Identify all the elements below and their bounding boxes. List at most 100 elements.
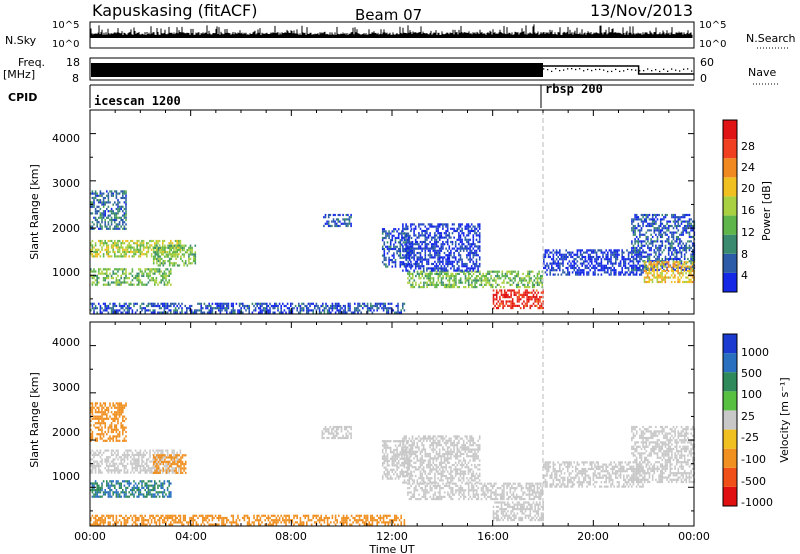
power-cell [422,265,425,268]
power-cell [427,234,430,237]
power-cell [394,228,397,231]
power-cell [624,262,627,265]
power-cell [683,267,686,270]
power-cell [429,277,432,280]
power-cell [381,254,384,257]
power-cell [437,229,439,233]
power-cell [453,247,455,250]
vel-cell [146,460,148,463]
power-cell [589,269,591,272]
power-cell [686,261,689,264]
power-cell [419,240,422,244]
power-cell [218,307,220,310]
power-cell [424,251,427,255]
power-cell [144,253,146,256]
power-cell [559,266,561,270]
power-cell [394,236,397,240]
power-cell [154,244,156,247]
power-cell [562,264,564,267]
power-cell [677,222,680,225]
nsky-tick-top: 10^5 [52,20,79,31]
power-cell [302,307,305,310]
power-cell [531,291,533,294]
power-cell [123,196,126,200]
power-cell [618,253,620,256]
power-cell [488,279,491,282]
power-cell [538,281,540,284]
power-cell [565,249,567,252]
power-cell [386,252,389,255]
power-cell [414,234,417,237]
power-cell [650,242,652,245]
power-cell [134,248,137,251]
power-cell [426,245,428,248]
power-cell [134,242,137,245]
power-cell [91,201,94,204]
power-cell [510,304,512,307]
power-cell [615,258,617,261]
vel-cell [134,464,137,468]
power-cell [178,302,180,305]
power-cell [523,293,525,296]
vel-cell [112,453,114,457]
vel-cell [114,462,116,465]
power-cell [602,264,604,267]
power-cell [571,251,574,254]
power-cell [122,196,124,200]
power-cell [557,262,559,265]
power-cell [635,249,638,252]
power-cell [370,304,372,308]
vel-cell [94,460,97,463]
power-cell [165,304,167,308]
power-cell [383,241,386,244]
power-cell [469,283,472,286]
power-cell [101,225,103,228]
power-cell [167,253,169,256]
power-cell [674,224,676,228]
power-cell [659,272,662,275]
power-cell [218,302,220,305]
power-cell [331,220,333,223]
power-cell [393,230,395,233]
power-cell [600,273,603,276]
power-cell [666,238,668,241]
power-cell [663,224,665,228]
vel-cell [106,460,108,463]
power-cell [114,201,116,204]
power-cell [142,242,145,245]
power-cell [93,216,95,219]
power-cell [491,283,494,286]
power-cell [399,245,402,248]
power-cell [680,276,683,279]
power-cell [463,270,465,273]
power-cell [472,251,475,255]
power-cell [471,281,473,284]
vel-cell [99,471,102,474]
power-cell [661,269,663,273]
power-cell [413,232,415,235]
power-cell [152,255,155,258]
power-cell [178,307,180,310]
power-cell [664,213,667,217]
power-cell [595,260,598,263]
power-cell [635,253,638,256]
power-cell [639,266,641,270]
power-cell [655,233,657,236]
power-cell [125,190,127,193]
power-cell [147,272,150,275]
power-cell [519,307,522,310]
power-cell [123,221,126,224]
power-cell [402,262,404,266]
power-cell [402,247,404,250]
power-cell [475,265,478,268]
power-cell [349,304,351,308]
power-cell [661,263,663,266]
power-cell [635,227,638,230]
power-cell [101,270,103,273]
power-cell [671,240,673,243]
power-cell [647,216,649,219]
power-cell [101,307,103,310]
power-cell [635,246,638,250]
power-cell [354,307,356,310]
power-cell [666,268,668,272]
